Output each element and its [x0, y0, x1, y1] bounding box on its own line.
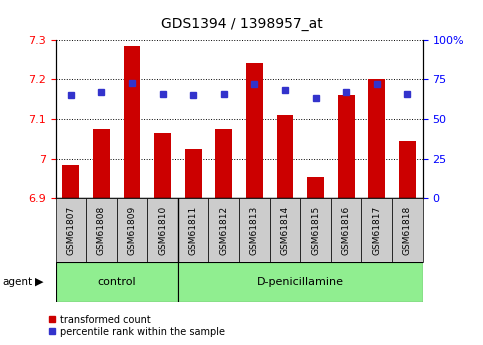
Bar [56, 198, 86, 262]
Text: GSM61812: GSM61812 [219, 206, 228, 255]
Bar [239, 198, 270, 262]
Text: GSM61811: GSM61811 [189, 206, 198, 255]
Bar [124, 46, 141, 198]
Legend: transformed count, percentile rank within the sample: transformed count, percentile rank withi… [48, 315, 225, 337]
Text: GDS1394 / 1398957_at: GDS1394 / 1398957_at [161, 17, 322, 31]
Bar [62, 165, 79, 198]
Text: GSM61815: GSM61815 [311, 206, 320, 255]
Bar [307, 177, 324, 198]
Bar [392, 198, 423, 262]
Text: GSM61813: GSM61813 [250, 206, 259, 255]
Bar [178, 262, 423, 302]
Bar [246, 63, 263, 198]
Bar [361, 198, 392, 262]
Bar [399, 141, 416, 198]
Bar [277, 115, 293, 198]
Text: GSM61807: GSM61807 [66, 206, 75, 255]
Text: ▶: ▶ [35, 277, 44, 287]
Text: agent: agent [2, 277, 32, 287]
Bar [215, 129, 232, 198]
Bar [185, 149, 201, 198]
Bar [338, 95, 355, 198]
Bar [147, 198, 178, 262]
Text: GSM61817: GSM61817 [372, 206, 381, 255]
Text: GSM61810: GSM61810 [158, 206, 167, 255]
Bar [300, 198, 331, 262]
Text: GSM61818: GSM61818 [403, 206, 412, 255]
Bar [154, 133, 171, 198]
Text: GSM61808: GSM61808 [97, 206, 106, 255]
Bar [369, 79, 385, 198]
Bar [56, 262, 178, 302]
Bar [209, 198, 239, 262]
Bar [117, 198, 147, 262]
Text: control: control [98, 277, 136, 287]
Bar [86, 198, 117, 262]
Text: GSM61816: GSM61816 [341, 206, 351, 255]
Bar [178, 198, 209, 262]
Bar [270, 198, 300, 262]
Bar [331, 198, 361, 262]
Text: GSM61809: GSM61809 [128, 206, 137, 255]
Text: GSM61814: GSM61814 [281, 206, 289, 255]
Bar [93, 129, 110, 198]
Text: D-penicillamine: D-penicillamine [257, 277, 344, 287]
